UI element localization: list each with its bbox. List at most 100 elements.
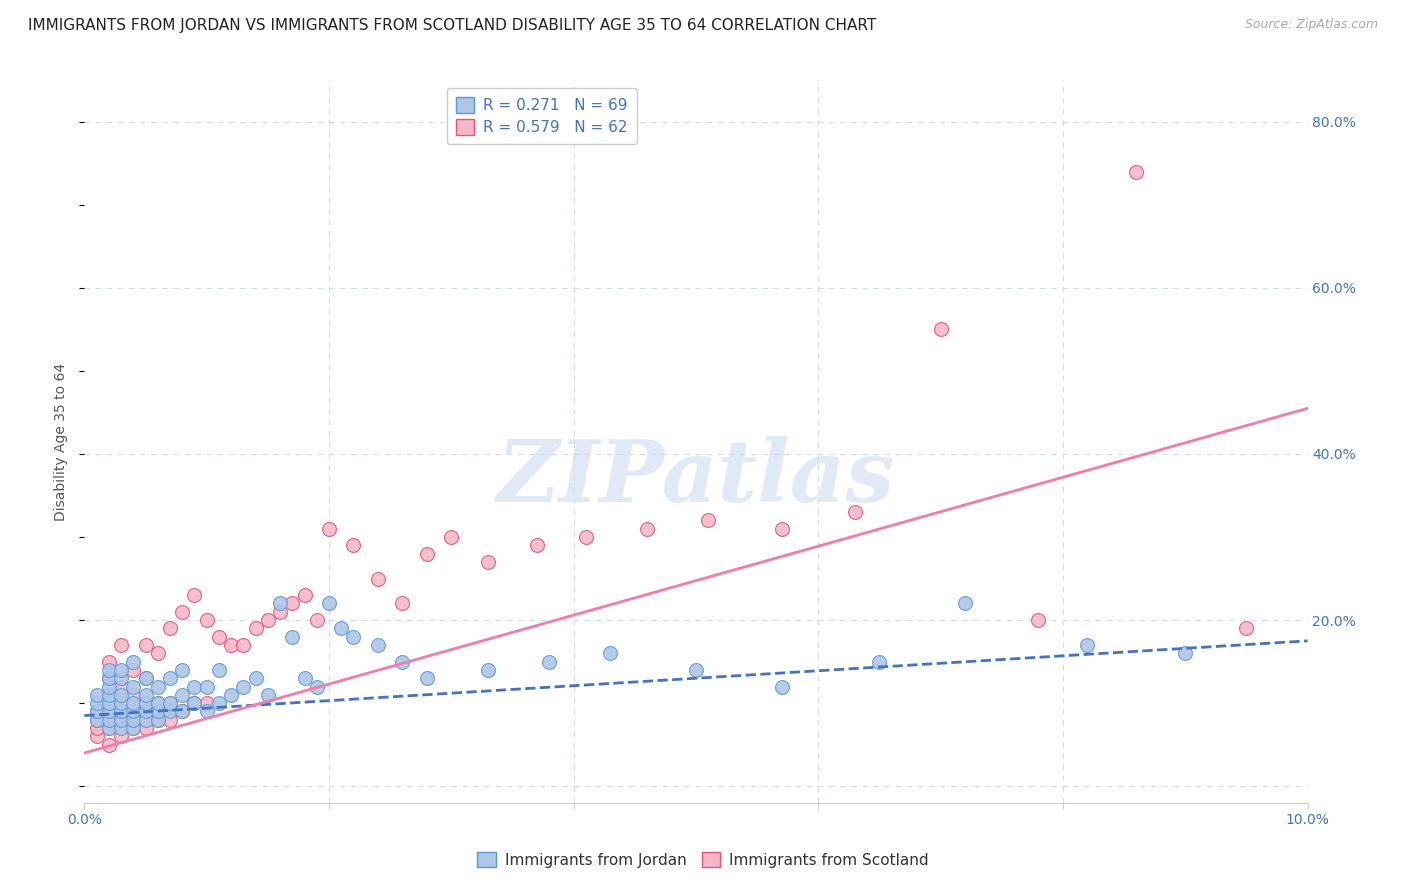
Point: [110, 730, 132, 744]
Point: [477, 555, 499, 569]
Point: [146, 705, 169, 719]
Point: [86, 696, 108, 710]
Point: [97, 688, 120, 702]
Point: [97, 663, 120, 677]
Point: [122, 688, 145, 702]
Point: [257, 613, 280, 627]
Point: [440, 530, 463, 544]
Point: [342, 630, 364, 644]
Point: [195, 696, 218, 710]
Point: [86, 730, 108, 744]
Point: [844, 505, 866, 519]
Point: [159, 621, 181, 635]
Point: [97, 655, 120, 669]
Point: [305, 680, 328, 694]
Point: [172, 705, 194, 719]
Point: [110, 705, 132, 719]
Point: [245, 621, 267, 635]
Text: IMMIGRANTS FROM JORDAN VS IMMIGRANTS FROM SCOTLAND DISABILITY AGE 35 TO 64 CORRE: IMMIGRANTS FROM JORDAN VS IMMIGRANTS FRO…: [28, 18, 876, 33]
Point: [146, 696, 169, 710]
Point: [122, 663, 145, 677]
Point: [342, 538, 364, 552]
Point: [232, 638, 254, 652]
Point: [208, 663, 231, 677]
Point: [110, 713, 132, 727]
Point: [281, 630, 304, 644]
Point: [172, 605, 194, 619]
Point: [1076, 638, 1098, 652]
Point: [97, 688, 120, 702]
Legend: Immigrants from Jordan, Immigrants from Scotland: Immigrants from Jordan, Immigrants from …: [470, 844, 936, 875]
Point: [183, 680, 205, 694]
Point: [146, 680, 169, 694]
Point: [135, 713, 157, 727]
Point: [1174, 646, 1197, 660]
Point: [575, 530, 598, 544]
Point: [97, 705, 120, 719]
Point: [97, 671, 120, 685]
Point: [294, 671, 316, 685]
Point: [122, 655, 145, 669]
Point: [86, 705, 108, 719]
Point: [135, 671, 157, 685]
Point: [526, 538, 548, 552]
Point: [97, 721, 120, 735]
Point: [953, 597, 976, 611]
Point: [110, 688, 132, 702]
Point: [122, 705, 145, 719]
Point: [135, 696, 157, 710]
Point: [330, 621, 353, 635]
Point: [477, 663, 499, 677]
Point: [305, 613, 328, 627]
Point: [135, 705, 157, 719]
Point: [183, 696, 205, 710]
Point: [110, 696, 132, 710]
Point: [110, 721, 132, 735]
Point: [122, 721, 145, 735]
Point: [97, 713, 120, 727]
Point: [110, 671, 132, 685]
Point: [636, 522, 658, 536]
Point: [135, 721, 157, 735]
Point: [110, 696, 132, 710]
Point: [172, 705, 194, 719]
Point: [97, 738, 120, 752]
Point: [208, 696, 231, 710]
Point: [146, 646, 169, 660]
Point: [172, 688, 194, 702]
Point: [1236, 621, 1258, 635]
Point: [183, 696, 205, 710]
Point: [770, 680, 793, 694]
Point: [232, 680, 254, 694]
Point: [97, 713, 120, 727]
Point: [135, 638, 157, 652]
Point: [281, 597, 304, 611]
Point: [391, 655, 413, 669]
Point: [159, 713, 181, 727]
Point: [538, 655, 561, 669]
Point: [367, 638, 389, 652]
Point: [135, 705, 157, 719]
Point: [97, 671, 120, 685]
Point: [929, 322, 952, 336]
Point: [770, 522, 793, 536]
Point: [135, 688, 157, 702]
Point: [599, 646, 621, 660]
Point: [110, 713, 132, 727]
Point: [269, 605, 291, 619]
Point: [245, 671, 267, 685]
Point: [159, 696, 181, 710]
Point: [110, 680, 132, 694]
Point: [416, 547, 439, 561]
Point: [97, 696, 120, 710]
Point: [86, 713, 108, 727]
Point: [1028, 613, 1050, 627]
Point: [86, 721, 108, 735]
Point: [195, 613, 218, 627]
Point: [697, 513, 720, 527]
Point: [219, 688, 242, 702]
Point: [195, 680, 218, 694]
Point: [257, 688, 280, 702]
Point: [97, 721, 120, 735]
Point: [159, 696, 181, 710]
